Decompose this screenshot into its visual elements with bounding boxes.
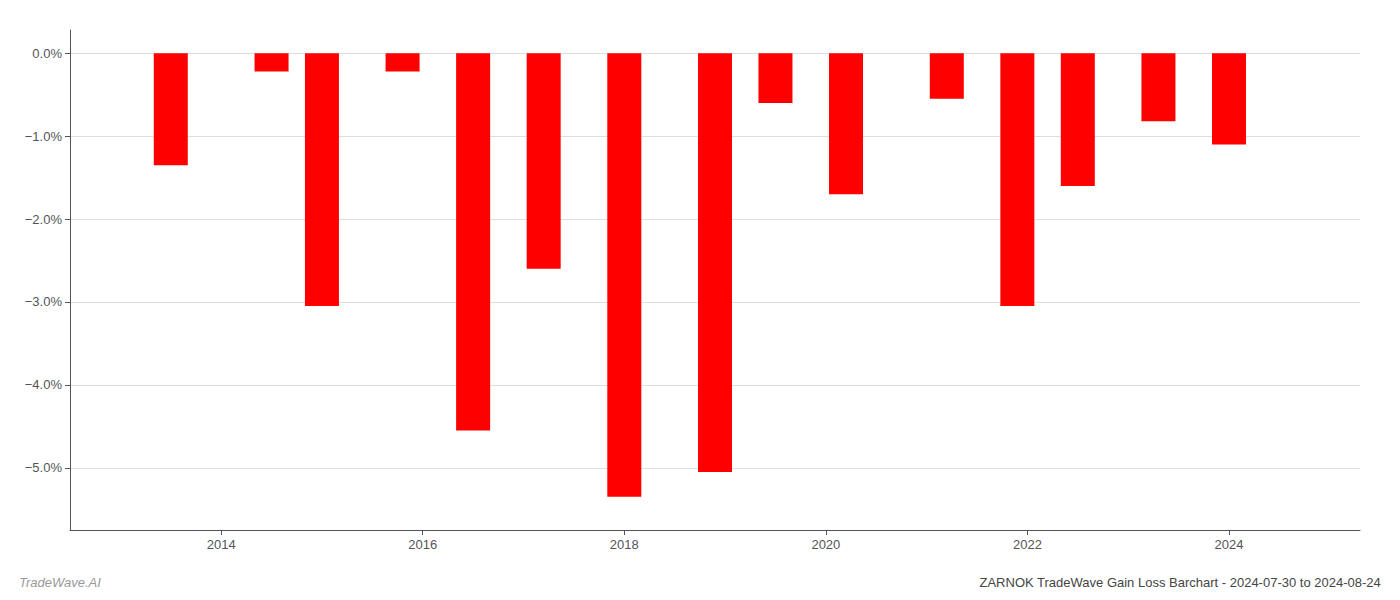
svg-text:−1.0%: −1.0% [25,129,63,144]
svg-text:−3.0%: −3.0% [25,294,63,309]
svg-text:ZARNOK TradeWave Gain Loss Bar: ZARNOK TradeWave Gain Loss Barchart - 20… [979,575,1380,590]
svg-text:2016: 2016 [408,537,437,552]
svg-text:2022: 2022 [1013,537,1042,552]
svg-text:2024: 2024 [1215,537,1244,552]
svg-text:−5.0%: −5.0% [25,460,63,475]
svg-text:2014: 2014 [207,537,236,552]
svg-text:TradeWave.AI: TradeWave.AI [19,575,101,590]
svg-text:−2.0%: −2.0% [25,212,63,227]
svg-text:0.0%: 0.0% [32,46,62,61]
svg-text:2020: 2020 [811,537,840,552]
svg-text:−4.0%: −4.0% [25,377,63,392]
svg-text:2018: 2018 [610,537,639,552]
